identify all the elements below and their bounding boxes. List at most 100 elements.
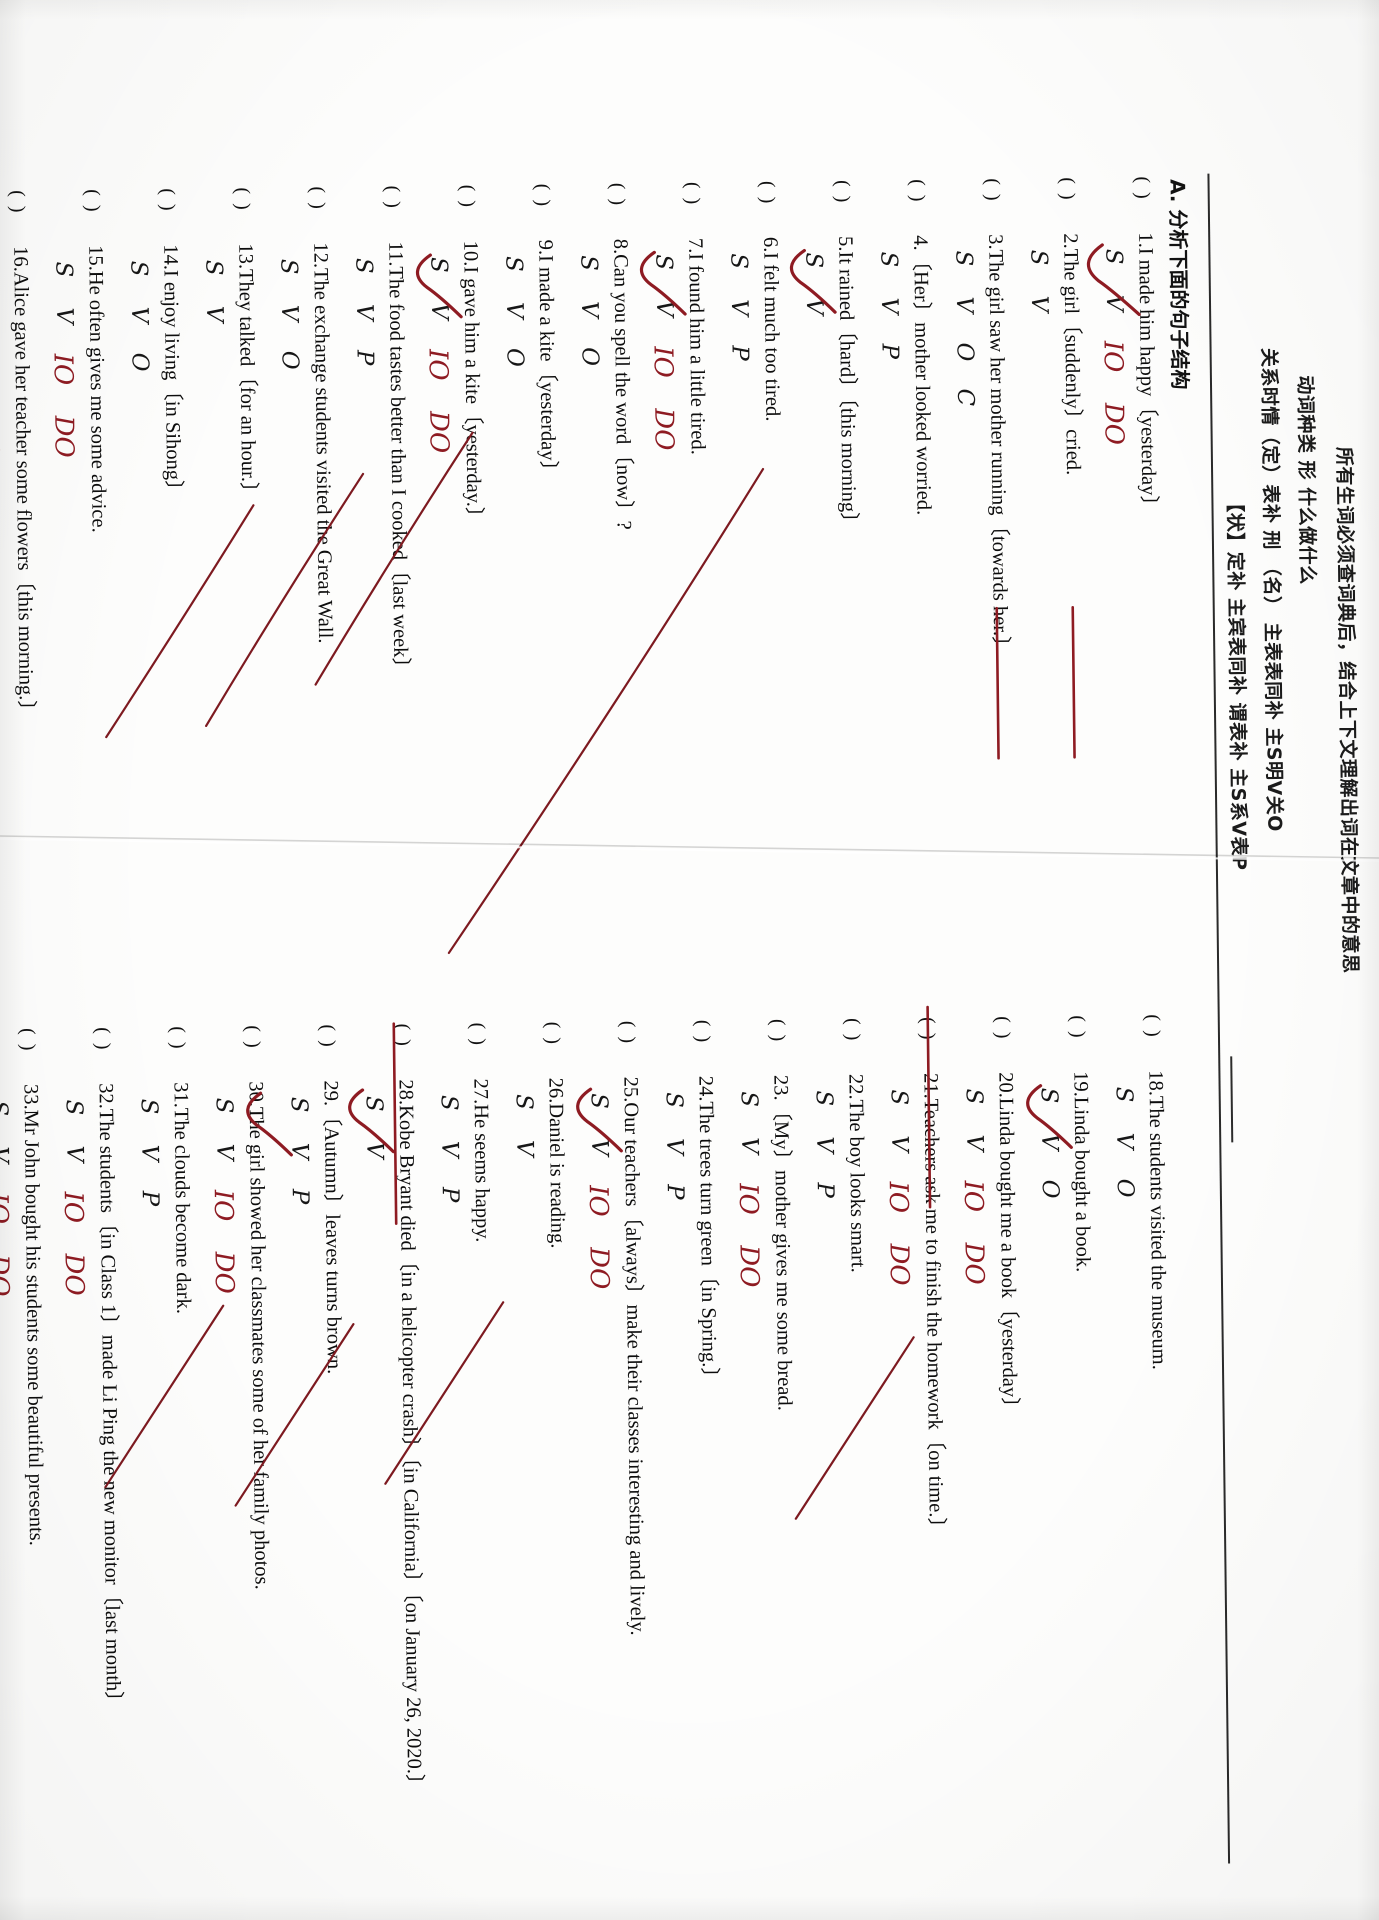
answer-blank-parentheses[interactable]: ( ): [316, 1024, 340, 1049]
item-sentence: 5.It rained〔hard〕〔this morning〕: [834, 235, 860, 533]
answer-blank-parentheses[interactable]: ( ): [16, 1027, 40, 1053]
worksheet-item: ( ) 3.The girl saw her mother running〔tow…: [930, 178, 1015, 1009]
answer-blank-parentheses[interactable]: ( ): [916, 1016, 940, 1042]
worksheet-item: ( ) 6.I felt much too tired. S V P: [705, 181, 790, 1012]
handwritten-structure-tag: O: [501, 347, 528, 368]
handwritten-structure-tag: V: [125, 306, 153, 324]
item-sentence: 9.I made a kite〔yesterday〕: [534, 239, 560, 482]
handwritten-structure-tag: S: [275, 258, 302, 275]
handwritten-structure-tag: S: [585, 1092, 612, 1110]
answer-blank-parentheses[interactable]: ( ): [831, 179, 854, 205]
header-row-3: 【状】定补 主宾表同补 谓表补 主S系V表P: [1223, 493, 1250, 871]
handwritten-structure-tag: DO: [1098, 402, 1129, 446]
answer-blank-parentheses[interactable]: ( ): [616, 1020, 640, 1046]
handwritten-structure-tag: V: [1100, 294, 1128, 312]
answer-blank-parentheses[interactable]: ( ): [231, 187, 254, 212]
handwritten-structure-tag: IO: [647, 346, 678, 379]
worksheet-item: ( ) 12.The exchange students visited the …: [256, 186, 341, 1017]
handwritten-structure-tag: S: [1025, 249, 1052, 266]
worksheet-item: ( ) 2.The girl〔suddenly〕cried. S V: [1005, 177, 1090, 1008]
header-row-1: 动词种类 形 什么做什么: [1293, 375, 1319, 585]
handwritten-structure-tag: C: [952, 388, 979, 407]
handwritten-structure-tag: V: [736, 1137, 763, 1155]
handwritten-structure-tag: DO: [883, 1243, 914, 1286]
handwritten-structure-tag: DO: [583, 1246, 615, 1290]
answer-blank-parentheses[interactable]: ( ): [691, 1019, 715, 1045]
handwritten-structure-tag: S: [875, 251, 902, 268]
handwritten-structure-tag: P: [661, 1184, 688, 1200]
item-sentence: 31.The clouds become dark.: [169, 1082, 195, 1315]
worksheet-item: ( ) 11.The food tastes better than I cook…: [331, 185, 416, 1016]
answer-blank-parentheses[interactable]: ( ): [391, 1023, 415, 1048]
answer-blank-parentheses[interactable]: ( ): [1056, 177, 1079, 202]
item-sentence: 20.Linda bought me a book〔yesterday〕: [994, 1072, 1021, 1418]
answer-blank-parentheses[interactable]: ( ): [531, 183, 554, 209]
handwritten-structure-tag: O: [1036, 1179, 1063, 1199]
worksheet-item: ( ) 32.The students〔in Class 1〕made Li Pi…: [41, 1027, 127, 1888]
handwritten-structure-tag: S: [960, 1088, 987, 1105]
item-sentence: 10.I gave him a kite〔yesterday.〕: [459, 240, 485, 528]
answer-blank-parentheses[interactable]: ( ): [991, 1016, 1015, 1041]
answer-blank-parentheses[interactable]: ( ): [306, 186, 329, 211]
handwritten-structure-tag: O: [1111, 1178, 1138, 1198]
section-title: A. 分析下面的句子结构: [1164, 179, 1196, 390]
handwritten-structure-tag: V: [800, 298, 828, 316]
handwritten-structure-tag: V: [586, 1138, 613, 1156]
answer-blank-parentheses[interactable]: ( ): [541, 1021, 565, 1047]
answer-blank-parentheses[interactable]: ( ): [241, 1025, 265, 1050]
handwritten-structure-tag: V: [811, 1136, 838, 1154]
handwritten-structure-tag: V: [0, 1146, 13, 1164]
handwritten-structure-tag: DO: [48, 415, 79, 458]
worksheet-item: ( ) 25.Our teachers〔always〕make their cla…: [566, 1021, 652, 1882]
worksheet-item: ( ) 4.〔Her〕mother looked worried. S V P: [855, 179, 940, 1010]
item-sentence: 19.Linda bought a book.: [1069, 1071, 1094, 1273]
answer-blank-parentheses[interactable]: ( ): [6, 190, 29, 215]
answer-blank-parentheses[interactable]: ( ): [1066, 1015, 1090, 1040]
answer-blank-parentheses[interactable]: ( ): [466, 1022, 490, 1048]
worksheet-item: ( ) 5.It rained〔hard〕〔this morning〕 S V: [780, 180, 865, 1011]
handwritten-structure-tag: IO: [47, 353, 78, 386]
handwritten-structure-tag: DO: [423, 410, 454, 454]
answer-blank-parentheses[interactable]: ( ): [681, 181, 704, 207]
answer-blank-parentheses[interactable]: ( ): [166, 1026, 190, 1051]
worksheet-item: ( ) 31.The clouds become dark. S V P: [116, 1026, 202, 1887]
answer-blank-parentheses[interactable]: ( ): [756, 180, 779, 206]
handwritten-structure-tag: S: [360, 1095, 387, 1112]
item-sentence: 13.They talked〔for an hour.〕: [234, 243, 260, 503]
handwritten-structure-tag: IO: [0, 1192, 14, 1225]
worksheet-item: ( ) 9.I made a kite〔yesterday〕 S V O: [481, 184, 566, 1015]
answer-blank-parentheses[interactable]: ( ): [981, 178, 1004, 203]
answer-blank-parentheses[interactable]: ( ): [841, 1017, 865, 1043]
handwritten-structure-tag: S: [285, 1096, 312, 1113]
worksheet-item: ( ) 23.〔My〕mother gives me some bread. S V I…: [716, 1019, 802, 1880]
worksheet-item: ( ) 26.Daniel is reading. S V: [491, 1022, 577, 1883]
handwritten-structure-tag: V: [211, 1143, 238, 1161]
answer-blank-parentheses[interactable]: ( ): [1141, 1014, 1164, 1039]
item-sentence: 12.The exchange students visited the Gre…: [309, 242, 337, 644]
answer-blank-parentheses[interactable]: ( ): [456, 184, 479, 210]
answer-blank-parentheses[interactable]: ( ): [766, 1018, 790, 1044]
handwritten-structure-tag: S: [810, 1090, 837, 1107]
answer-blank-parentheses[interactable]: ( ): [381, 185, 404, 211]
handwritten-structure-tag: IO: [422, 348, 453, 381]
handwritten-structure-tag: V: [725, 299, 753, 317]
answer-blank-parentheses[interactable]: ( ): [906, 179, 929, 204]
handwritten-structure-tag: V: [511, 1139, 538, 1157]
answer-blank-parentheses[interactable]: ( ): [91, 1027, 115, 1052]
handwritten-structure-tag: DO: [0, 1254, 15, 1297]
handwritten-structure-tag: O: [276, 350, 303, 370]
answer-blank-parentheses[interactable]: ( ): [1131, 176, 1154, 201]
handwritten-structure-tag: V: [1036, 1133, 1063, 1151]
handwritten-structure-tag: V: [361, 1141, 388, 1159]
handwritten-structure-tag: S: [500, 255, 527, 273]
handwritten-structure-tag: V: [61, 1145, 88, 1163]
handwritten-structure-tag: P: [811, 1182, 838, 1199]
header-row-2: 关系时情（定）表补 刑 （名） 主表表同补 主S明V关O: [1257, 347, 1286, 832]
answer-blank-parentheses[interactable]: ( ): [606, 182, 629, 208]
answer-blank-parentheses[interactable]: ( ): [156, 188, 179, 213]
answer-blank-parentheses[interactable]: ( ): [81, 189, 104, 214]
handwritten-structure-tag: V: [286, 1142, 313, 1160]
worksheet-item: ( ) 20.Linda bought me a book〔yesterday〕 S…: [941, 1016, 1027, 1877]
